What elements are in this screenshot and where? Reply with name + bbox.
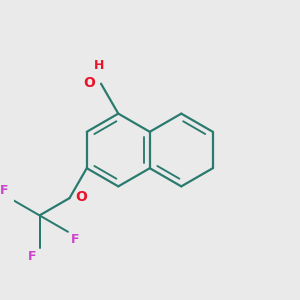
Text: O: O [75,190,87,205]
Text: F: F [0,184,8,197]
Text: F: F [28,250,36,263]
Text: O: O [83,76,95,90]
Text: H: H [94,59,105,72]
Text: F: F [71,233,80,246]
